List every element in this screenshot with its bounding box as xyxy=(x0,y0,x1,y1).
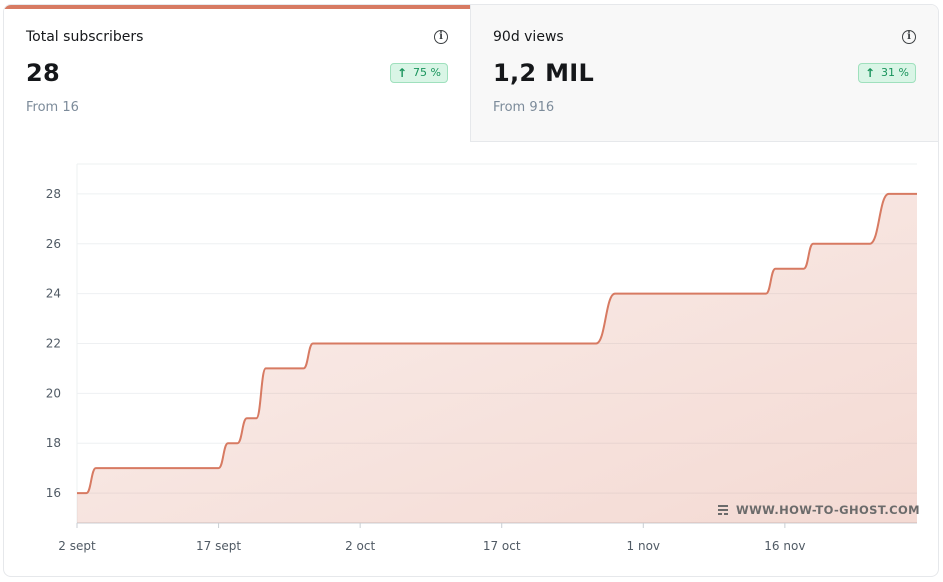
change-badge: ↑ 31 % xyxy=(857,63,916,83)
info-icon[interactable]: i xyxy=(434,30,448,44)
subscribers-chart: 16 18 20 22 24 26 28 2 sept 17 sept 2 oct 17 oct 1… xyxy=(46,163,920,553)
watermark-text: WWW.HOW-TO-GHOST.COM xyxy=(736,503,920,517)
metric-from: From 916 xyxy=(493,100,555,115)
x-tick-label: 1 nov xyxy=(627,539,661,553)
metric-label: 90d views xyxy=(493,29,564,45)
metric-tabs: Total subscribers i 28 ↑ 75 % From 16 90… xyxy=(4,5,938,142)
y-tick-label: 26 xyxy=(46,237,61,251)
analytics-card: Total subscribers i 28 ↑ 75 % From 16 90… xyxy=(3,4,939,577)
change-value: 75 % xyxy=(413,66,441,79)
series-line xyxy=(77,192,917,495)
y-tick-label: 16 xyxy=(46,486,61,500)
change-value: 31 % xyxy=(881,66,909,79)
watermark: WWW.HOW-TO-GHOST.COM xyxy=(718,503,920,517)
metric-label: Total subscribers xyxy=(26,29,144,45)
x-tick-label: 17 oct xyxy=(483,539,521,553)
change-badge: ↑ 75 % xyxy=(389,63,448,83)
y-axis: 16 18 20 22 24 26 28 xyxy=(46,187,61,500)
chart-area: 16 18 20 22 24 26 28 2 sept 17 sept 2 oct 17 oct 1… xyxy=(4,142,938,576)
x-tick-label: 16 nov xyxy=(764,539,805,553)
metric-value: 1,2 MIL xyxy=(493,59,595,87)
metric-from: From 16 xyxy=(26,100,79,115)
tab-total-subscribers[interactable]: Total subscribers i 28 ↑ 75 % From 16 xyxy=(4,5,471,142)
y-tick-label: 28 xyxy=(46,187,61,201)
metric-value: 28 xyxy=(26,59,60,87)
tab-90d-views[interactable]: 90d views i 1,2 MIL ↑ 31 % From 916 xyxy=(471,5,938,142)
x-tick-label: 2 oct xyxy=(345,539,375,553)
x-axis: 2 sept 17 sept 2 oct 17 oct 1 nov 16 nov xyxy=(58,523,805,553)
x-tick-label: 17 sept xyxy=(196,539,241,553)
y-tick-label: 24 xyxy=(46,287,61,301)
y-tick-label: 18 xyxy=(46,436,61,450)
y-tick-label: 22 xyxy=(46,337,61,351)
series-area xyxy=(77,193,917,523)
arrow-up-icon: ↑ xyxy=(864,66,876,80)
series-points xyxy=(76,193,918,494)
x-tick-label: 2 sept xyxy=(58,539,96,553)
y-tick-label: 20 xyxy=(46,386,61,400)
arrow-up-icon: ↑ xyxy=(396,66,408,80)
info-icon[interactable]: i xyxy=(902,30,916,44)
ghost-logo-icon xyxy=(718,505,728,515)
